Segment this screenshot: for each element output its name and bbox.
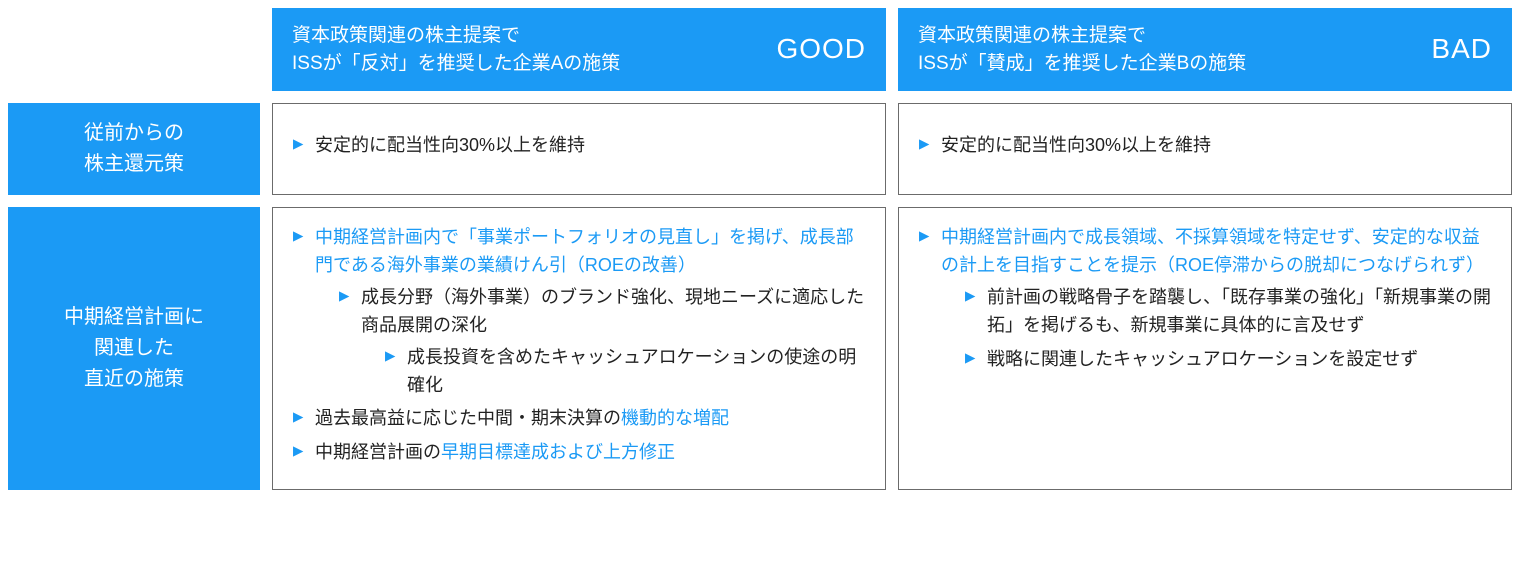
list-item: 戦略に関連したキャッシュアロケーションを設定せず bbox=[965, 346, 1491, 374]
list-item: 成長分野（海外事業）のブランド強化、現地ニーズに適応した商品展開の深化 成長投資… bbox=[339, 284, 865, 400]
list-item: 過去最高益に応じた中間・期末決算の機動的な増配 bbox=[293, 405, 865, 433]
bullet-text-highlight: 早期目標達成および上方修正 bbox=[441, 442, 675, 462]
bullet-text: 成長分野（海外事業）のブランド強化、現地ニーズに適応した商品展開の深化 bbox=[361, 287, 864, 335]
col-header-bad-title: 資本政策関連の株主提案でISSが「賛成」を推奨した企業Bの施策 bbox=[918, 22, 1415, 77]
cell-r2-good: 中期経営計画内で「事業ポートフォリオの見直し」を掲げ、成長部門である海外事業の業… bbox=[272, 207, 886, 490]
list-item: 成長投資を含めたキャッシュアロケーションの使途の明確化 bbox=[385, 344, 865, 400]
row-header-1: 従前からの株主還元策 bbox=[8, 103, 260, 195]
row-header-2: 中期経営計画に関連した直近の施策 bbox=[8, 207, 260, 490]
list-item: 前計画の戦略骨子を踏襲し、「既存事業の強化」「新規事業の開拓」を掲げるも、新規事… bbox=[965, 284, 1491, 340]
bullet-text-highlight: 機動的な増配 bbox=[621, 408, 729, 428]
bullet-text: 成長投資を含めたキャッシュアロケーションの使途の明確化 bbox=[407, 347, 856, 395]
bullet-text: 中期経営計画の bbox=[315, 442, 441, 462]
cell-r1-good: 安定的に配当性向30%以上を維持 bbox=[272, 103, 886, 195]
col-header-bad-badge: BAD bbox=[1431, 29, 1492, 70]
col-header-good-title: 資本政策関連の株主提案でISSが「反対」を推奨した企業Aの施策 bbox=[292, 22, 760, 77]
bullet-text: 戦略に関連したキャッシュアロケーションを設定せず bbox=[987, 349, 1418, 369]
list-item: 中期経営計画内で成長領域、不採算領域を特定せず、安定的な収益の計上を目指すことを… bbox=[919, 224, 1491, 373]
bullet-text: 中期経営計画内で「事業ポートフォリオの見直し」を掲げ、成長部門である海外事業の業… bbox=[315, 227, 854, 275]
list-item: 安定的に配当性向30%以上を維持 bbox=[293, 132, 585, 160]
row-header-1-label: 従前からの株主還元策 bbox=[84, 118, 184, 180]
bullet-text: 安定的に配当性向30%以上を維持 bbox=[941, 135, 1211, 155]
cell-r1-bad: 安定的に配当性向30%以上を維持 bbox=[898, 103, 1512, 195]
list-item: 安定的に配当性向30%以上を維持 bbox=[919, 132, 1211, 160]
corner-empty bbox=[8, 8, 260, 91]
col-header-good-badge: GOOD bbox=[776, 29, 866, 70]
bullet-text: 安定的に配当性向30%以上を維持 bbox=[315, 135, 585, 155]
comparison-table: 資本政策関連の株主提案でISSが「反対」を推奨した企業Aの施策 GOOD 資本政… bbox=[8, 8, 1514, 490]
bullet-text: 中期経営計画内で成長領域、不採算領域を特定せず、安定的な収益の計上を目指すことを… bbox=[941, 227, 1484, 275]
list-item: 中期経営計画内で「事業ポートフォリオの見直し」を掲げ、成長部門である海外事業の業… bbox=[293, 224, 865, 399]
col-header-good: 資本政策関連の株主提案でISSが「反対」を推奨した企業Aの施策 GOOD bbox=[272, 8, 886, 91]
cell-r2-bad: 中期経営計画内で成長領域、不採算領域を特定せず、安定的な収益の計上を目指すことを… bbox=[898, 207, 1512, 490]
row-header-2-label: 中期経営計画に関連した直近の施策 bbox=[64, 302, 204, 395]
list-item: 中期経営計画の早期目標達成および上方修正 bbox=[293, 439, 865, 467]
bullet-text: 前計画の戦略骨子を踏襲し、「既存事業の強化」「新規事業の開拓」を掲げるも、新規事… bbox=[987, 287, 1491, 335]
bullet-text: 過去最高益に応じた中間・期末決算の bbox=[315, 408, 621, 428]
col-header-bad: 資本政策関連の株主提案でISSが「賛成」を推奨した企業Bの施策 BAD bbox=[898, 8, 1512, 91]
